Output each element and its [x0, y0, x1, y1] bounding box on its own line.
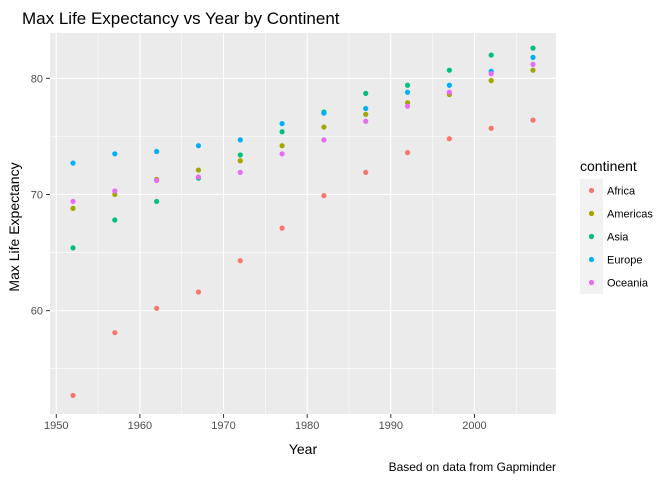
data-point-oceania [112, 188, 118, 194]
x-tick-label: 1980 [295, 420, 319, 432]
legend-title: continent [580, 158, 637, 174]
x-tick-label: 1950 [44, 420, 68, 432]
y-tick-label: 80 [31, 73, 43, 85]
data-point-asia [530, 45, 536, 51]
data-points [70, 45, 536, 399]
data-point-europe [279, 121, 285, 127]
data-point-europe [70, 160, 76, 166]
y-axis-title: Max Life Expectancy [6, 162, 22, 291]
legend-label-americas: Americas [607, 209, 653, 221]
data-point-europe [154, 148, 160, 155]
data-point-africa [446, 136, 452, 142]
x-tick-label: 1970 [211, 420, 235, 432]
data-point-europe [404, 89, 411, 95]
data-point-africa [154, 305, 160, 311]
data-point-africa [195, 289, 202, 295]
data-point-africa [112, 330, 118, 336]
x-tick-label: 1990 [379, 420, 403, 432]
data-point-oceania [279, 151, 285, 157]
data-point-africa [70, 392, 76, 399]
data-point-asia [363, 90, 369, 97]
legend-label-asia: Asia [607, 232, 629, 244]
x-axis-title: Year [289, 441, 318, 457]
x-axis: 1950 1960 1970 1980 1990 2000 [44, 414, 487, 432]
legend-label-africa: Africa [607, 186, 636, 198]
y-axis: 60 70 80 [31, 73, 50, 318]
data-point-africa [488, 125, 494, 131]
data-point-americas [363, 111, 369, 117]
data-point-asia [279, 129, 285, 135]
legend: continent Africa Americas Asia Europe Oceani… [580, 158, 653, 294]
data-point-asia [70, 245, 76, 251]
legend-label-europe: Europe [607, 255, 642, 267]
data-point-americas [195, 167, 202, 173]
panel-background [50, 33, 556, 414]
data-point-africa [237, 258, 243, 264]
data-point-africa [321, 193, 327, 199]
data-point-oceania [154, 177, 160, 184]
data-point-asia [154, 198, 160, 205]
data-point-europe [195, 143, 202, 149]
chart-caption: Based on data from Gapminder [389, 460, 556, 474]
legend-marker-oceania [588, 279, 595, 286]
x-tick-label: 2000 [462, 420, 486, 432]
data-point-europe [112, 151, 118, 157]
data-point-asia [488, 52, 494, 58]
data-point-americas [279, 143, 285, 149]
data-point-americas [530, 67, 536, 73]
data-point-oceania [363, 118, 369, 124]
plot-panel [50, 33, 556, 414]
legend-marker-americas [588, 210, 595, 217]
data-point-asia [446, 67, 452, 73]
data-point-americas [488, 78, 494, 84]
y-tick-label: 60 [31, 306, 43, 318]
data-point-europe [446, 82, 452, 88]
data-point-europe [237, 137, 243, 143]
data-point-europe [530, 54, 536, 60]
data-point-europe [363, 105, 369, 112]
data-point-africa [279, 225, 285, 231]
x-tick-label: 1960 [128, 420, 152, 432]
data-point-oceania [321, 137, 327, 143]
y-tick-label: 70 [31, 189, 43, 201]
legend-marker-africa [588, 187, 595, 194]
data-point-oceania [530, 61, 536, 67]
data-point-asia [112, 217, 118, 223]
data-point-oceania [70, 198, 76, 205]
data-point-asia [404, 82, 411, 88]
data-point-americas [321, 124, 327, 130]
data-point-oceania [237, 169, 243, 175]
data-point-americas [70, 205, 76, 211]
legend-marker-asia [588, 233, 595, 240]
data-point-oceania [195, 174, 202, 180]
data-point-oceania [404, 103, 411, 109]
data-point-americas [237, 158, 243, 164]
data-point-africa [404, 150, 411, 156]
legend-marker-europe [588, 256, 595, 263]
data-point-asia [237, 152, 243, 158]
data-point-africa [530, 117, 536, 123]
data-point-oceania [446, 89, 452, 95]
data-point-europe [321, 110, 327, 116]
data-point-oceania [488, 71, 494, 77]
legend-label-oceania: Oceania [607, 278, 649, 290]
chart-title: Max Life Expectancy vs Year by Continent [22, 9, 340, 28]
data-point-africa [363, 169, 369, 175]
